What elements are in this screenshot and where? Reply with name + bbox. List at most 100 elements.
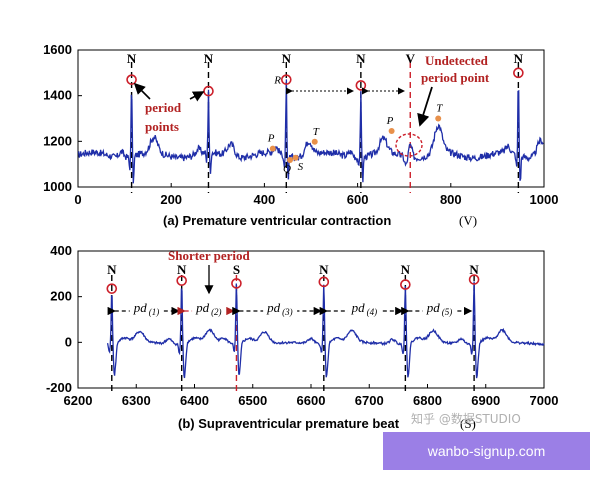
beat-label: N [282, 51, 292, 66]
peak-marker [176, 275, 187, 286]
panel-b-beat-lines [111, 275, 475, 395]
interval-label: pd [351, 300, 366, 315]
panel-a-frame [77, 49, 545, 188]
wave-point-label: T [313, 126, 320, 138]
interval-subscript: (4) [367, 307, 378, 317]
interval-label: pd [266, 300, 281, 315]
x-tick-label: 7000 [530, 393, 559, 408]
wave-point [388, 128, 395, 135]
x-tick-label: 6400 [180, 393, 209, 408]
beat-label: S [233, 262, 240, 277]
wave-point-label: T [436, 103, 443, 115]
peak-marker [126, 74, 137, 85]
beat-label: N [319, 262, 329, 277]
peak-marker [468, 274, 480, 285]
x-tick-label: 800 [440, 192, 462, 207]
x-tick-label: 6700 [355, 393, 384, 408]
x-tick-label: 6200 [64, 393, 93, 408]
period-arrow-2 [189, 91, 205, 102]
panel-b-y-ticks: -200 0 200 400 [46, 243, 82, 395]
interval-subscript: (2) [211, 307, 222, 317]
beat-label: N [469, 262, 479, 277]
panel-a-peak-markers [126, 67, 524, 97]
beat-label: N [177, 262, 187, 277]
peak-marker [281, 74, 292, 85]
undetected-line1: Undetected [425, 53, 489, 68]
period-points-line2: points [145, 119, 179, 134]
x-tick-label: 0 [74, 192, 81, 207]
wave-point [292, 154, 299, 161]
interval-label: pd [133, 300, 148, 315]
beat-label: N [204, 51, 214, 66]
panel-b-caption: (b) Supraventricular premature beat [178, 416, 400, 431]
interval-subscript: (1) [149, 307, 160, 317]
undetected-region [395, 133, 423, 157]
wave-point-label: P [267, 133, 275, 145]
y-tick-label: -200 [46, 380, 72, 395]
peak-marker [318, 276, 330, 288]
beat-label: N [127, 51, 137, 66]
wave-point [269, 145, 276, 152]
y-tick-label: 1200 [43, 133, 72, 148]
x-tick-label: 6500 [238, 393, 267, 408]
panel-a-y-ticks: 1000 1200 1400 1600 [43, 42, 82, 194]
y-tick-label: 400 [50, 243, 72, 258]
panel-a-x-ticks: 0 200 400 600 800 1000 [74, 183, 558, 207]
undetected-arrow [417, 86, 433, 127]
x-tick-label: 600 [347, 192, 369, 207]
wave-point [435, 115, 442, 122]
wave-point-label: S [298, 161, 304, 173]
watermark: 知乎 @数据STUDIO [411, 411, 521, 426]
x-tick-label: 6900 [471, 393, 500, 408]
site-banner[interactable]: wanbo-signup.com [383, 432, 590, 470]
panel-b-caption-symbol: (S) [460, 416, 476, 431]
period-points-line1: period [145, 100, 182, 115]
y-tick-label: 1000 [43, 179, 72, 194]
interval-label: pd [426, 300, 441, 315]
wave-point-label: Q [283, 163, 291, 175]
period-arrow-1 [133, 82, 151, 100]
wave-point [311, 138, 318, 145]
peak-marker [513, 67, 524, 79]
panel-b-x-ticks: 6200 6300 6400 6500 6600 6700 6800 6900 7000 [64, 384, 559, 408]
beat-label: N [107, 262, 117, 277]
panel-a-caption-symbol: (V) [459, 213, 477, 228]
peak-marker [400, 279, 411, 290]
wave-point-label: P [386, 115, 394, 127]
panel-b-intervals: pd (1) pd (2) pd (3) pd (4) pd (5) [107, 299, 473, 317]
beat-label: N [514, 51, 524, 66]
peak-marker [106, 283, 118, 294]
interval-subscript: (5) [442, 307, 453, 317]
interval-label-bg [263, 299, 298, 315]
y-tick-label: 1400 [43, 88, 72, 103]
panel-a-caption: (a) Premature ventricular contraction [163, 213, 391, 228]
y-tick-label: 0 [65, 334, 72, 349]
interval-subscript: (3) [282, 307, 293, 317]
y-tick-label: 200 [50, 289, 72, 304]
x-tick-label: 6800 [413, 393, 442, 408]
panel-b-peak-markers [106, 274, 480, 294]
panel-a: 1000 1200 1400 1600 0 200 400 600 800 1000 N N N N V… [43, 42, 558, 228]
interval-label: pd [195, 300, 210, 315]
shorter-period-label: Shorter period [168, 248, 250, 263]
panel-b-ecg-signal [106, 281, 545, 379]
x-tick-label: 200 [160, 192, 182, 207]
x-tick-label: 6300 [122, 393, 151, 408]
interval-label-bg [129, 299, 164, 315]
interval-label-bg [347, 299, 382, 315]
y-tick-label: 1600 [43, 42, 72, 57]
peak-marker [231, 278, 242, 289]
panel-a-ecg-signal [77, 79, 544, 184]
peak-marker [355, 80, 367, 91]
panel-a-wave-points: P R Q S T P T [267, 75, 443, 175]
wave-point-label: R [273, 75, 281, 87]
x-tick-label: 6600 [297, 393, 326, 408]
beat-label: V [406, 51, 416, 66]
wave-point [287, 157, 294, 164]
interval-label-bg [422, 299, 457, 315]
x-tick-label: 400 [254, 192, 276, 207]
undetected-line2: period point [421, 70, 490, 85]
